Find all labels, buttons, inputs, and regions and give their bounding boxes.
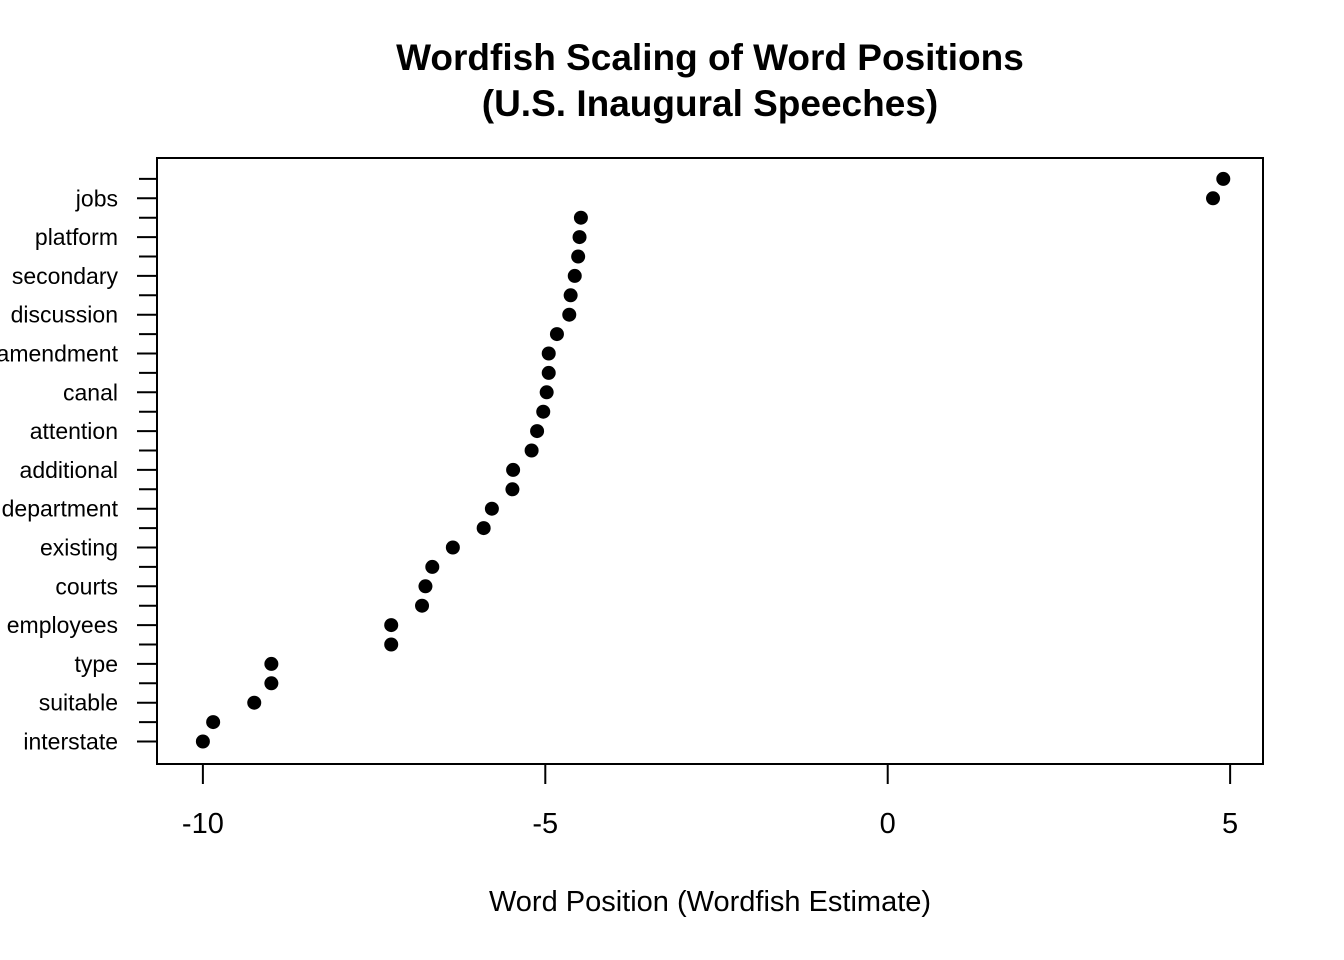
chart-title-line-1: Wordfish Scaling of Word Positions xyxy=(396,37,1024,78)
data-point xyxy=(541,346,556,361)
y-tick-label: additional xyxy=(20,457,118,483)
data-point xyxy=(539,385,554,400)
y-tick-label: existing xyxy=(40,535,118,561)
x-tick-label: 0 xyxy=(880,808,896,840)
y-axis: interstate suitable type employees courts exi… xyxy=(0,177,157,755)
y-tick-label: attention xyxy=(30,418,118,444)
x-axis-title: Word Position (Wordfish Estimate) xyxy=(489,886,931,918)
y-tick-label: canal xyxy=(63,379,118,405)
data-point xyxy=(572,230,587,245)
data-points xyxy=(195,171,1231,749)
data-point xyxy=(541,365,556,380)
y-tick-label: amendment xyxy=(0,341,119,367)
data-point xyxy=(264,676,279,691)
data-point xyxy=(505,482,520,497)
chart-title-line-2: (U.S. Inaugural Speeches) xyxy=(482,83,938,124)
data-point xyxy=(445,540,460,555)
y-tick-label: type xyxy=(75,651,118,677)
data-point xyxy=(1206,191,1221,206)
y-tick-label: secondary xyxy=(12,263,119,289)
data-point xyxy=(484,501,499,516)
data-point xyxy=(506,462,521,477)
y-tick-label: jobs xyxy=(75,185,118,211)
data-point xyxy=(195,734,210,749)
x-tick-label: 5 xyxy=(1222,808,1238,840)
data-point xyxy=(536,404,551,419)
data-point xyxy=(571,249,586,264)
data-point xyxy=(530,424,545,439)
data-point xyxy=(563,288,578,303)
x-axis: -10 -5 0 5 xyxy=(182,764,1238,840)
data-point xyxy=(384,637,399,652)
data-point xyxy=(384,618,399,633)
y-tick-label: employees xyxy=(7,612,118,638)
data-point xyxy=(418,579,433,594)
y-tick-label: courts xyxy=(55,573,118,599)
y-tick-label: suitable xyxy=(39,690,118,716)
data-point xyxy=(247,695,262,710)
y-tick-label: interstate xyxy=(23,729,118,755)
data-point xyxy=(415,598,430,613)
data-point xyxy=(567,268,582,283)
plot-frame xyxy=(156,157,1264,765)
y-tick-label: discussion xyxy=(11,302,118,328)
x-tick-label: -5 xyxy=(532,808,558,840)
y-tick-label: department xyxy=(2,496,119,522)
data-point xyxy=(562,307,577,322)
data-point xyxy=(549,327,564,342)
data-point xyxy=(524,443,539,458)
data-point xyxy=(573,210,588,225)
data-point xyxy=(1216,171,1231,186)
data-point xyxy=(476,521,491,536)
data-point xyxy=(206,715,221,730)
data-point xyxy=(264,656,279,671)
data-point xyxy=(425,559,440,574)
x-tick-label: -10 xyxy=(182,808,224,840)
y-tick-label: platform xyxy=(35,224,118,250)
